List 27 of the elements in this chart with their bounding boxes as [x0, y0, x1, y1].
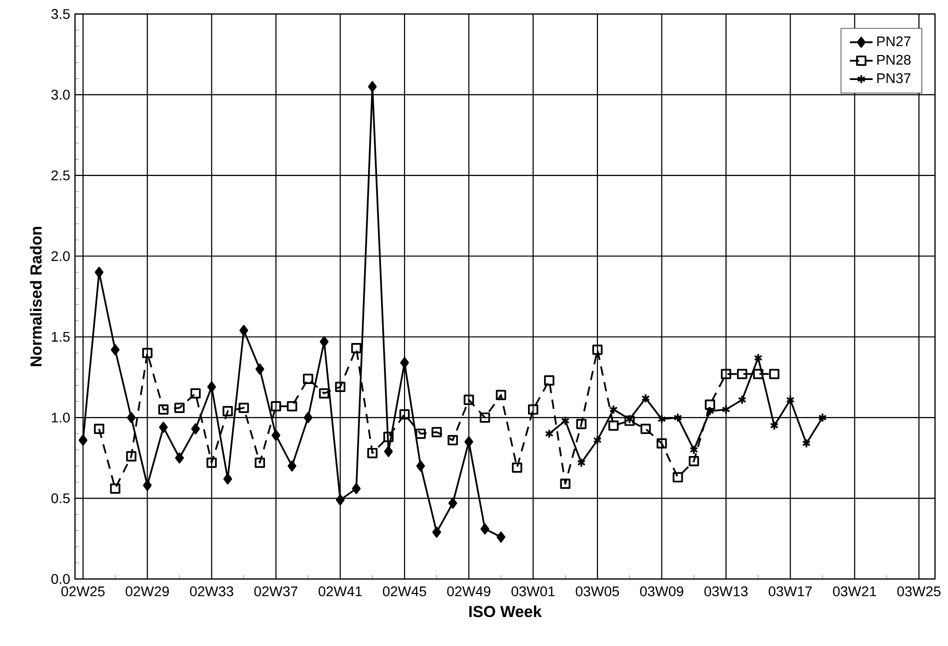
x-tick-label: 03W13 — [704, 586, 748, 596]
x-tick-label: 02W29 — [126, 586, 169, 596]
y-tick-label: 2.0 — [52, 251, 70, 262]
x-tick-label: 03W01 — [512, 586, 555, 596]
x-tick-label: 03W17 — [768, 586, 812, 596]
x-tick-label: 02W33 — [190, 586, 234, 596]
x-tick-label: 03W25 — [897, 586, 941, 596]
y-tick-label: 3.5 — [51, 9, 70, 19]
legend-label: PN37 — [877, 73, 910, 84]
y-tick-label: 0.0 — [51, 574, 70, 584]
y-tick-label: 2.5 — [52, 170, 70, 180]
x-tick-label: 03W21 — [833, 586, 876, 596]
x-axis-title: ISO Week — [469, 605, 542, 618]
y-tick-label: 1.5 — [52, 332, 70, 342]
legend-label: PN28 — [877, 54, 911, 65]
y-tick-label: 1.0 — [52, 412, 70, 423]
y-tick-label: 3.0 — [51, 90, 70, 100]
x-tick-label: 02W37 — [254, 586, 298, 596]
x-tick-label: 02W49 — [447, 586, 490, 596]
x-tick-label: 03W05 — [576, 586, 620, 596]
y-axis-title: Normalised Radon — [30, 226, 42, 366]
x-tick-label: 02W41 — [318, 586, 362, 596]
x-tick-label: 02W45 — [382, 586, 426, 596]
x-tick-label: 03W09 — [640, 586, 684, 596]
x-tick-label: 02W25 — [61, 586, 105, 596]
legend-label: PN27 — [877, 36, 910, 46]
y-tick-label: 0.5 — [51, 493, 70, 504]
